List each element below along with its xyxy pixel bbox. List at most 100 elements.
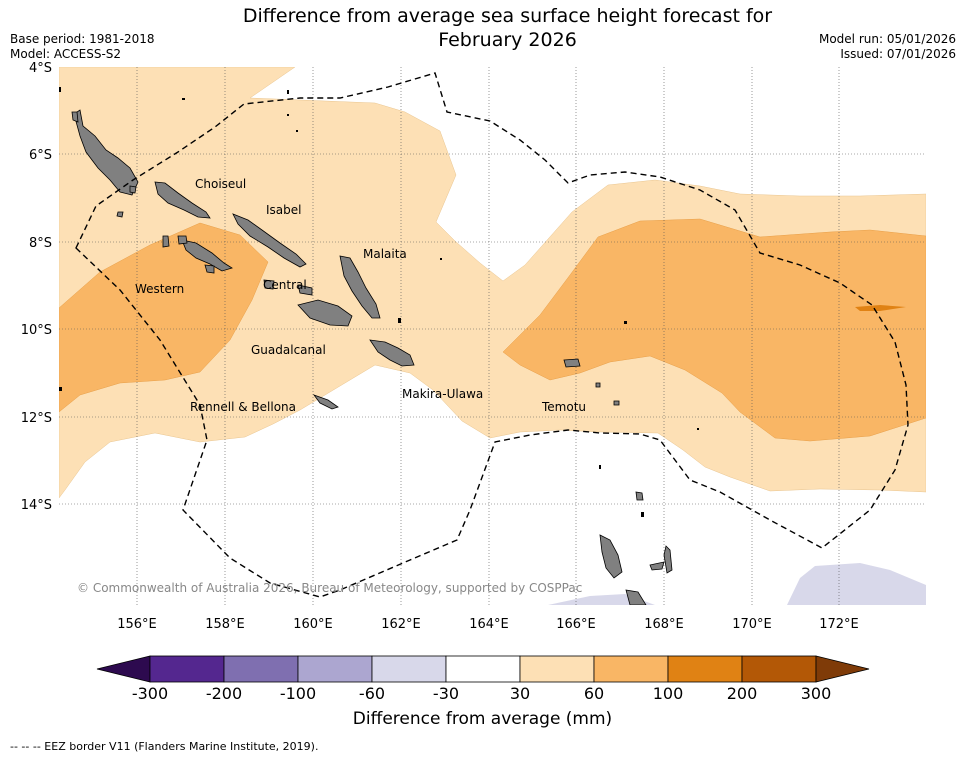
lat-label-10s: 10°S [21,323,52,338]
label-makira-ulawa: Makira-Ulawa [402,387,483,401]
island-makira [369,339,415,367]
meta-left: Base period: 1981-2018 Model: ACCESS-S2 [10,32,155,62]
title-line-1: Difference from average sea surface heig… [242,5,773,27]
islands [71,109,673,605]
island-vanikoro [613,400,620,406]
lon-label-172e: 172°E [819,617,859,632]
islet [398,318,401,323]
label-temotu: Temotu [541,400,586,414]
island-vella-lavella [162,235,170,248]
island-rennell [312,394,339,410]
island-malakula [625,589,647,605]
island-ambae [649,561,665,571]
colorbar [96,655,870,683]
lat-label-12s: 12°S [21,411,52,426]
graticule [59,67,926,605]
chart-title: Difference from average sea surface heig… [200,4,815,52]
colorbar-segment [297,655,373,683]
islet [641,512,644,517]
base-period: Base period: 1981-2018 [10,32,155,46]
lat-label-14s: 14°S [21,498,52,513]
label-central: Central [263,278,307,292]
island-buka [71,111,79,123]
lon-label-166e: 166°E [556,617,596,632]
island-russell [263,279,275,290]
lat-label-6s: 6°S [29,148,52,163]
lat-axis-labels: 4°S 6°S 8°S 10°S 12°S 14°S [21,61,52,513]
lon-label-158e: 158°E [205,617,245,632]
colorbar-label: Difference from average (mm) [352,709,613,729]
colorbar-tick: -60 [359,684,385,703]
colorbar-segment [519,655,595,683]
islet [440,258,442,260]
colorbar-segment [593,655,669,683]
colorbar-segment [667,655,743,683]
map-area: Choiseul Isabel Malaita Western Central … [59,67,926,605]
lat-label-8s: 8°S [29,236,52,251]
colorbar-segment [149,655,225,683]
colorbar-tick: -300 [132,684,168,703]
colorbar-segment [371,655,447,683]
islet [59,387,62,391]
island-shortland [129,185,137,194]
lon-label-160e: 160°E [293,617,333,632]
islet [599,465,601,469]
colorbar-segment [445,655,521,683]
issued-date: Issued: 07/01/2026 [840,47,956,61]
anomaly-30-60-region [59,67,926,499]
label-western: Western [135,282,184,296]
island-espiritu-santo [599,534,623,579]
colorbar-under-arrow [96,655,151,683]
label-malaita: Malaita [363,247,407,261]
eez-legend-note: -- -- -- EEZ border V11 (Flanders Marine… [10,740,319,753]
island-malaita [339,255,381,319]
lon-label-170e: 170°E [732,617,772,632]
anomaly-60-100-west [59,222,269,413]
island-pentecost [663,545,673,574]
colorbar-tick: -200 [206,684,242,703]
lon-label-164e: 164°E [469,617,509,632]
island-santa-cruz [563,358,581,368]
colorbar-tick: 200 [727,684,758,703]
island-new-georgia [181,239,233,272]
colorbar-tick: -30 [433,684,459,703]
colorbar-tick: 100 [653,684,684,703]
islet [182,98,185,100]
label-guadalcanal: Guadalcanal [251,343,326,357]
islet [287,114,289,116]
colorbar-ticks: -300 -200 -100 -60 -30 30 60 100 200 300 [132,684,831,703]
island-guadalcanal [297,299,353,327]
island-bougainville [73,109,139,196]
islet [697,428,699,430]
colorbar-tick: -100 [280,684,316,703]
anomaly-100-200-patch [855,305,906,311]
label-choiseul: Choiseul [195,177,246,191]
islet [624,321,627,324]
lon-label-162e: 162°E [381,617,421,632]
island-choiseul [154,181,211,219]
colorbar-tick: 30 [510,684,530,703]
small-islets [59,87,699,517]
colorbar-tick: 60 [584,684,604,703]
colorbar-tick: 300 [801,684,832,703]
label-rennell-bellona: Rennell & Bellona [190,400,296,414]
copyright-notice: © Commonwealth of Australia 2026, Bureau… [77,581,582,595]
colorbar-segment [223,655,299,683]
lon-label-168e: 168°E [644,617,684,632]
island-banks [635,491,644,501]
islet [59,87,61,92]
lon-axis-labels: 156°E 158°E 160°E 162°E 164°E 166°E 168°… [117,617,859,632]
lat-label-4s: 4°S [29,61,52,76]
island-utupua [595,382,601,388]
title-line-2: February 2026 [438,29,577,51]
island-florida [297,284,313,296]
colorbar-segment [741,655,817,683]
islet [296,130,298,132]
province-labels: Choiseul Isabel Malaita Western Central … [135,177,586,414]
islet [287,90,289,94]
island-kolombangara [177,235,188,245]
island-rendova [204,264,215,274]
island-treasury [116,211,124,218]
label-isabel: Isabel [266,203,301,217]
island-isabel [232,213,307,268]
